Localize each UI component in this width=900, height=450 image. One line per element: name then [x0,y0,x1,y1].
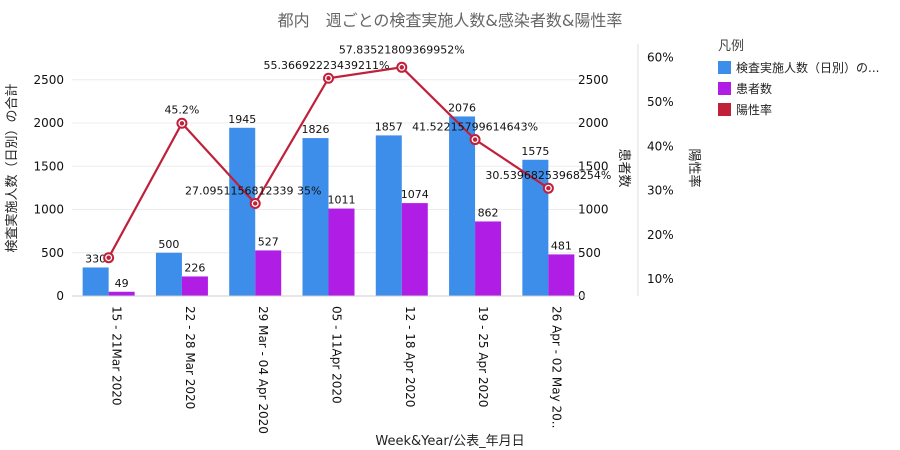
positivity-point-core [179,121,185,126]
right-outer-tick-label: 50% [647,95,674,109]
patient-count-bar [108,291,135,296]
right-inner-axis-label: 患者数 [616,148,631,187]
right-inner-tick-label: 500 [578,246,601,260]
right-inner-tick-label: 1500 [578,159,609,173]
test-count-label: 1575 [521,145,549,158]
patient-count-bar [475,221,502,296]
chart-title: 都内 週ごとの検査実施人数&感染者数&陽性率 [278,11,623,30]
patient-count-bar [255,250,282,296]
category-label: 29 Mar - 04 Apr 2020 [256,306,270,434]
category-label: 26 Apr - 02 May 20.. [549,306,563,428]
test-count-label: 1826 [302,123,330,136]
positivity-label: 55.36692223439211% [264,59,390,72]
patient-count-bar [548,254,575,296]
left-tick-label: 0 [56,289,64,303]
positivity-point-core [472,137,478,142]
test-count-bar [522,159,549,296]
right-inner-tick-label: 1000 [578,203,609,217]
category-label: 05 - 11Apr 2020 [330,306,344,404]
category-label: 22 - 28 Mar 2020 [183,306,197,409]
legend-title: 凡例 [718,39,744,54]
test-count-bar [155,252,182,296]
legend-swatch [718,82,731,95]
patient-count-bar [401,203,428,296]
test-count-bar [375,135,402,296]
test-count-bar [82,267,109,296]
left-tick-label: 2500 [33,73,64,87]
test-count-label: 330 [85,252,106,265]
left-tick-label: 2000 [33,116,64,130]
legend-swatch [718,103,731,116]
right-outer-tick-label: 40% [647,139,674,153]
test-count-label: 500 [158,238,179,251]
category-label: 12 - 18 Apr 2020 [403,306,417,407]
legend-entry: 患者数 [736,81,772,96]
bars-group: 330 49 500 226 1945 527 1826 1011 1857 1074 2076 86… [82,101,575,296]
test-count-label: 2076 [448,101,476,114]
right-inner-tick-label: 2000 [578,116,609,130]
legend-entry: 陽性率 [736,102,772,117]
patient-count-label: 481 [551,239,572,252]
test-count-label: 1945 [228,113,256,126]
left-tick-label: 500 [41,246,64,260]
positivity-point-core [399,65,404,70]
test-count-bar [302,138,329,296]
positivity-label: 57.83521809369952% [339,43,465,56]
left-axis-label: 検査実施人数（日別）の合計 [4,83,20,252]
right-outer-tick-label: 20% [647,228,674,242]
test-count-bar [449,116,476,296]
test-count-bar [229,127,256,296]
x-axis-label: Week&Year/公表_年月日 [375,434,524,449]
patient-count-label: 226 [184,261,205,274]
patient-count-label: 1011 [328,194,356,207]
patient-count-label: 49 [115,277,129,290]
category-label: 15 - 21Mar 2020 [110,306,124,406]
patient-count-bar [328,208,355,296]
positivity-point-core [546,185,551,191]
right-outer-axis-label: 陽性率 [686,148,702,187]
category-label: 19 - 25 Apr 2020 [476,306,490,407]
legend-entry: 検査実施人数（日別）の... [736,60,879,75]
patient-count-label: 1074 [401,188,429,201]
right-outer-tick-label: 30% [647,184,674,198]
right-outer-tick-label: 10% [647,272,674,286]
positivity-label: 27.0951156812339 35% [185,184,321,197]
positivity-label: 30.53968253968254% [485,169,611,182]
patient-count-label: 862 [478,206,499,219]
test-count-label: 1857 [375,120,403,133]
positivity-label: 45.2% [164,103,199,116]
axes-group: 0500100015002000250005001000150020002500… [33,44,674,434]
positivity-point-core [106,255,111,260]
positivity-label: 41.52215799614643% [412,121,538,134]
right-outer-tick-label: 60% [647,51,674,65]
legend-swatch [718,61,731,74]
positivity-line-group: 45.2% 27.0951156812339 35% 55.366922234392… [103,43,611,264]
positivity-point-core [326,76,331,81]
patient-count-bar [181,276,208,296]
patient-count-label: 527 [258,235,279,248]
right-inner-tick-label: 2500 [578,73,609,87]
left-tick-label: 1500 [33,159,64,173]
positivity-point-core [253,201,258,206]
left-tick-label: 1000 [33,203,64,217]
